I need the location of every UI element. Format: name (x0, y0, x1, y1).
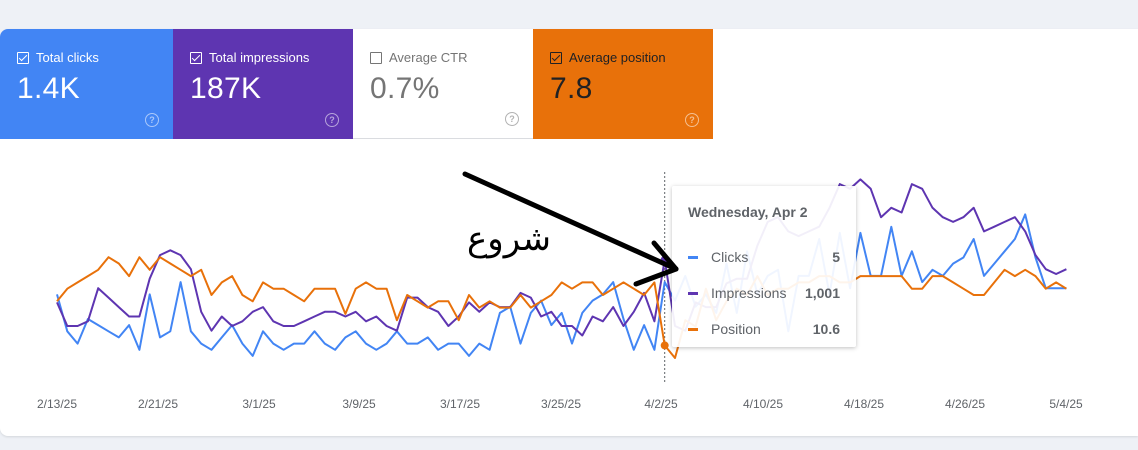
hover-point-impressions (660, 255, 669, 264)
help-icon[interactable]: ? (685, 113, 699, 127)
help-icon[interactable]: ? (505, 112, 519, 126)
tile-average-position[interactable]: Average position 7.8 ? (533, 29, 713, 139)
tile-label: Average position (569, 50, 666, 65)
tile-value: 1.4K (17, 72, 80, 105)
series-line-impressions (56, 178, 1067, 337)
tile-header: Average position (550, 50, 713, 65)
tile-value: 7.8 (550, 72, 593, 105)
help-icon[interactable]: ? (325, 113, 339, 127)
checkbox-icon[interactable] (17, 51, 29, 64)
x-tick-label: 4/26/25 (945, 397, 985, 411)
tile-header: Total impressions (190, 50, 353, 65)
checkbox-icon[interactable] (550, 51, 562, 64)
help-icon[interactable]: ? (145, 113, 159, 127)
x-tick-label: 2/21/25 (138, 397, 178, 411)
series-line-clicks (56, 213, 1067, 357)
x-tick-label: 3/17/25 (440, 397, 480, 411)
chart-tooltip: Wednesday, Apr 2 Clicks 5 Impressions 1,… (672, 186, 856, 347)
series-line-position (56, 256, 1067, 359)
x-tick-label: 2/13/25 (37, 397, 77, 411)
tile-header: Total clicks (17, 50, 173, 65)
x-tick-label: 5/4/25 (1049, 397, 1083, 411)
tile-label: Total impressions (209, 50, 310, 65)
tile-average-ctr[interactable]: Average CTR 0.7% ? (353, 29, 533, 139)
tile-value: 187K (190, 72, 262, 105)
tooltip-label: Clicks (711, 249, 749, 265)
legend-swatch (688, 255, 698, 259)
tile-total-clicks[interactable]: Total clicks 1.4K ? (0, 29, 173, 139)
tooltip-row-position: Position 10.6 (688, 311, 840, 347)
tooltip-row-impressions: Impressions 1,001 (688, 275, 840, 311)
annotation-text: شروع (467, 219, 551, 259)
tooltip-label: Position (711, 321, 761, 337)
x-tick-label: 4/18/25 (844, 397, 884, 411)
tile-header: Average CTR (370, 50, 533, 65)
tile-value: 0.7% (370, 72, 440, 105)
x-tick-label: 4/2/25 (644, 397, 678, 411)
tile-label: Average CTR (389, 50, 468, 65)
legend-swatch (688, 291, 698, 295)
checkbox-icon[interactable] (370, 51, 382, 64)
x-tick-label: 4/10/25 (743, 397, 783, 411)
tile-total-impressions[interactable]: Total impressions 187K ? (173, 29, 353, 139)
tile-label: Total clicks (36, 50, 99, 65)
tooltip-row-clicks: Clicks 5 (688, 239, 840, 275)
legend-swatch (688, 327, 698, 331)
hover-point-position (660, 341, 669, 350)
x-tick-label: 3/25/25 (541, 397, 581, 411)
tooltip-label: Impressions (711, 285, 787, 301)
x-tick-label: 3/9/25 (342, 397, 376, 411)
tooltip-date: Wednesday, Apr 2 (688, 204, 808, 220)
tooltip-value: 5 (832, 249, 840, 265)
tooltip-value: 10.6 (812, 321, 840, 337)
checkbox-icon[interactable] (190, 51, 202, 64)
x-tick-label: 3/1/25 (242, 397, 276, 411)
metric-tiles: Total clicks 1.4K ? Total impressions 18… (0, 29, 713, 139)
tooltip-value: 1,001 (804, 285, 840, 301)
